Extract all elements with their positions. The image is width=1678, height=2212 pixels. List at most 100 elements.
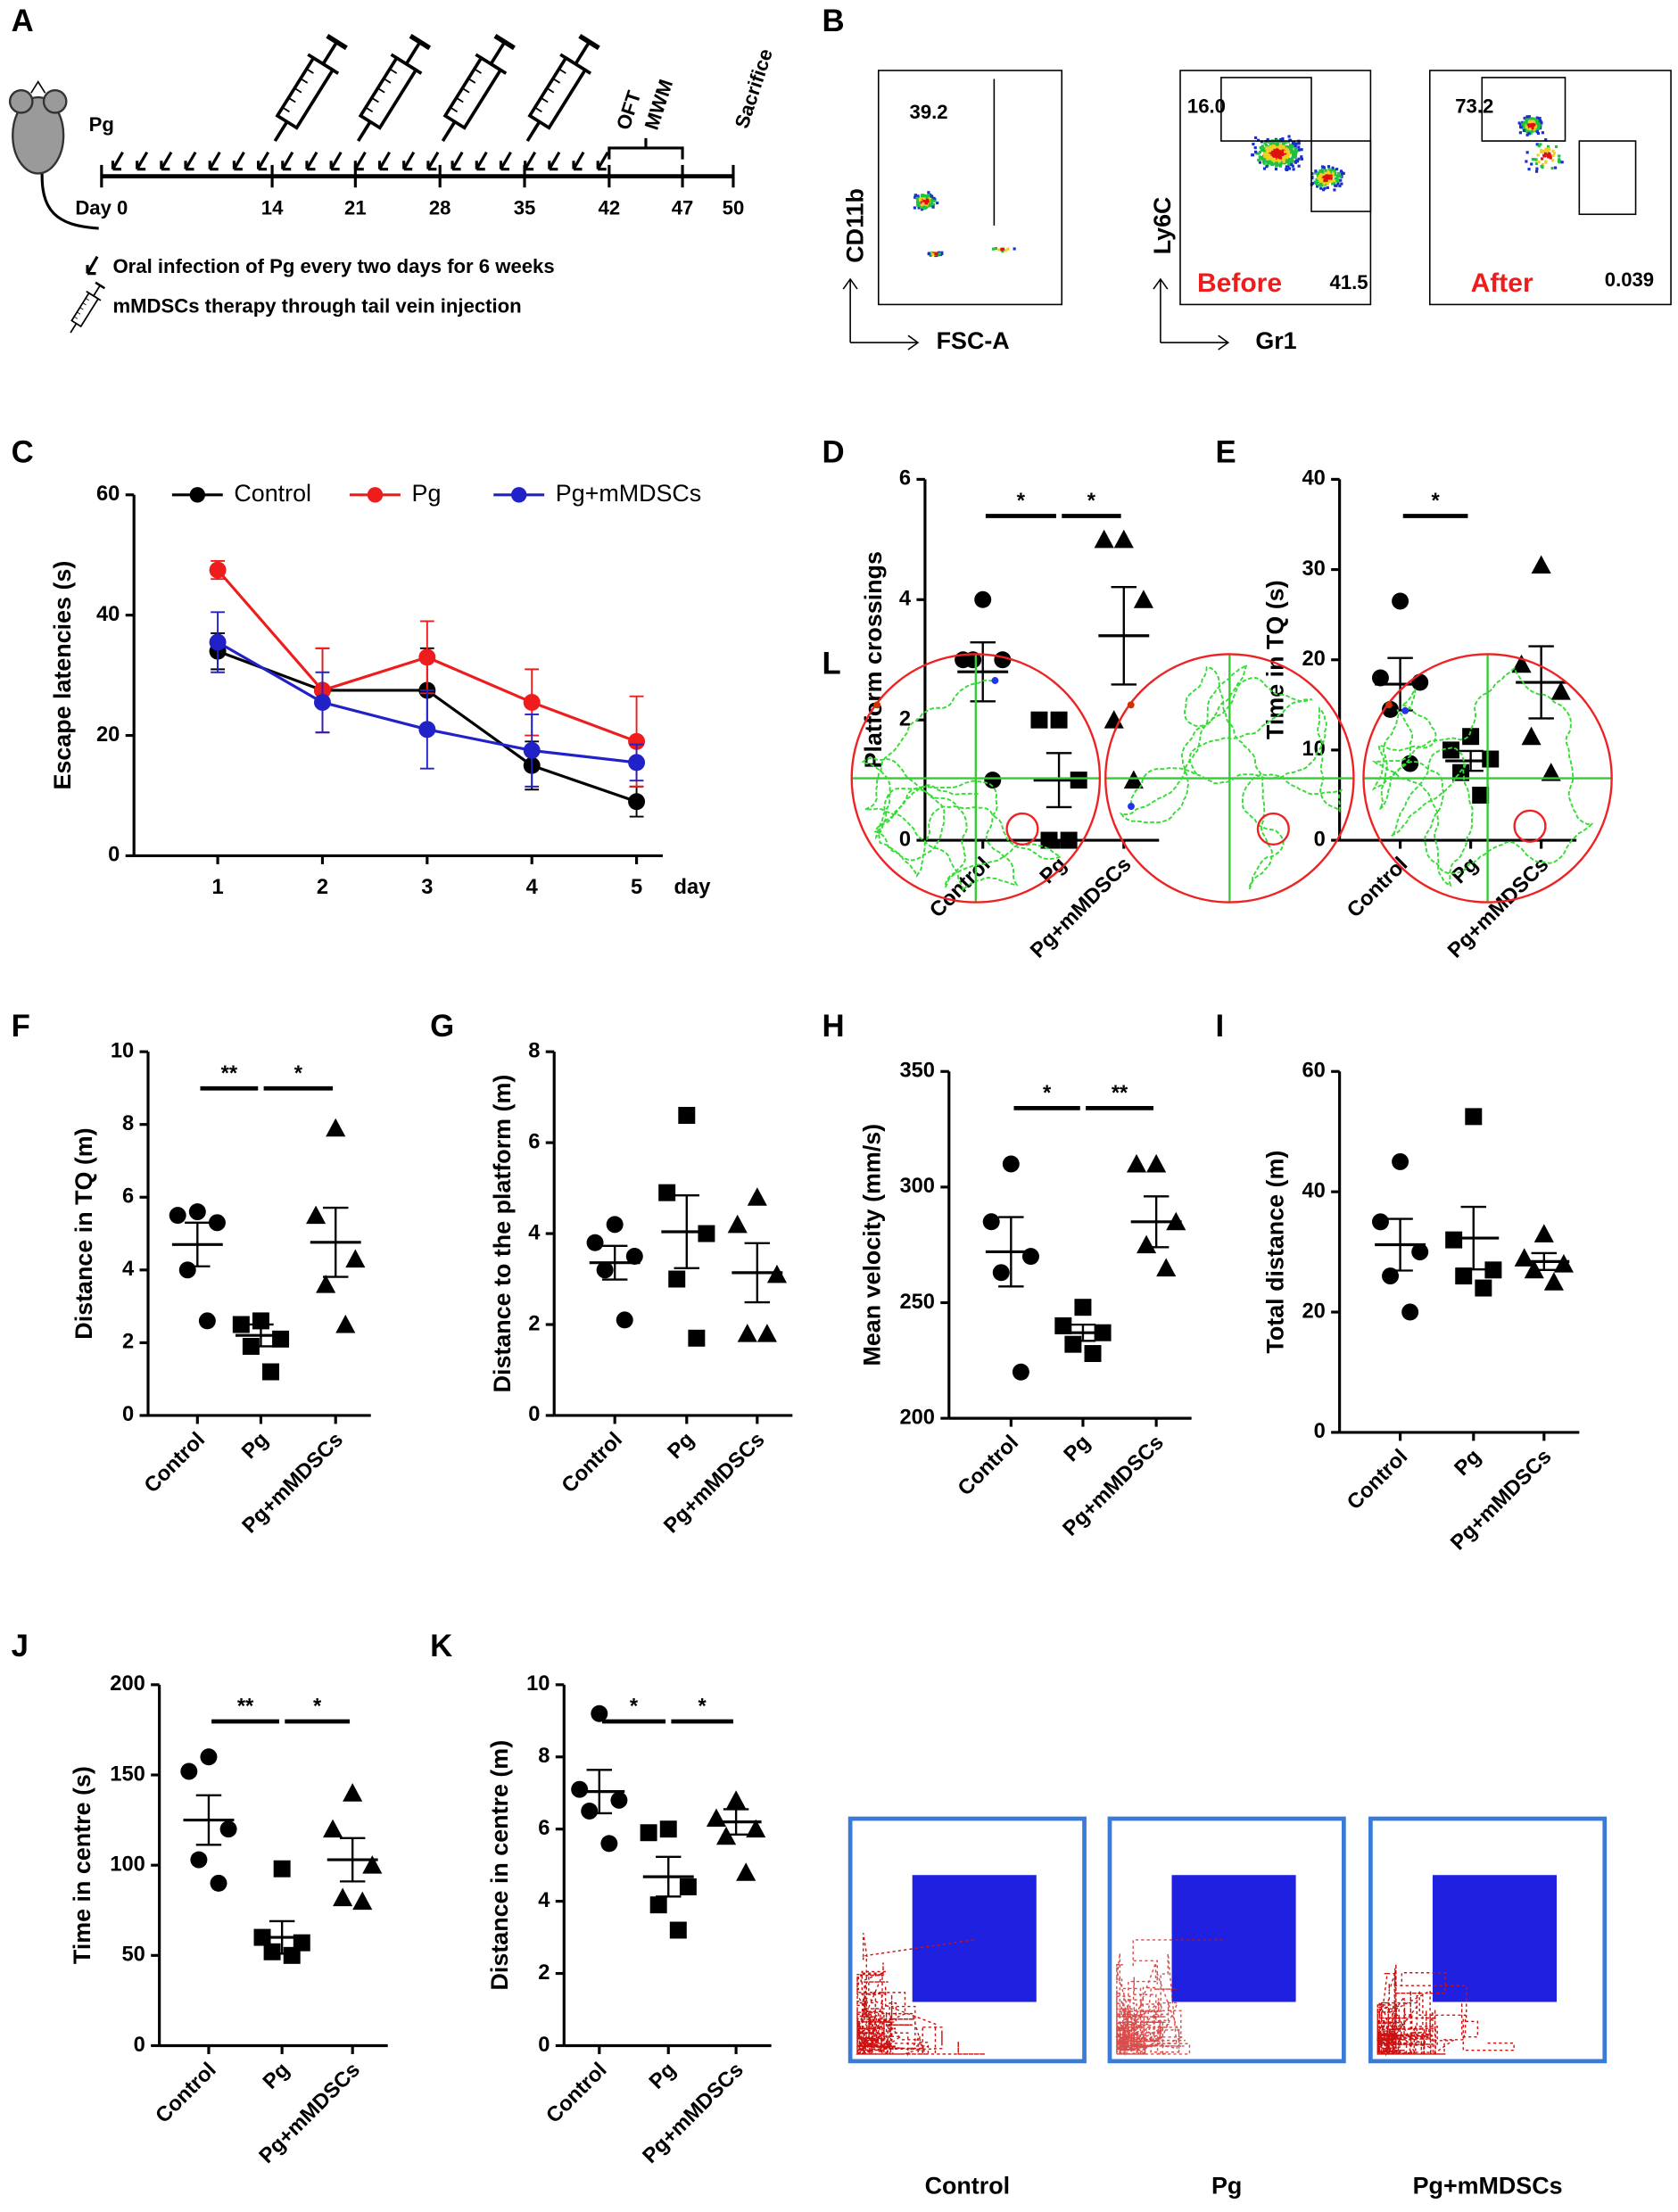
event-dot — [1272, 144, 1276, 147]
event-dot — [1278, 156, 1283, 160]
x-axis-label: day — [674, 876, 712, 899]
event-dot — [913, 206, 916, 210]
facs-frame — [877, 70, 1063, 306]
data-point — [1371, 1213, 1389, 1231]
syringe — [273, 34, 348, 143]
event-dot — [1533, 125, 1537, 128]
event-dot — [1294, 152, 1298, 155]
event-dot — [1327, 165, 1331, 169]
infection-arrow — [208, 151, 221, 171]
event-dot — [1253, 136, 1258, 140]
data-point — [628, 793, 646, 811]
data-point — [640, 1824, 657, 1842]
event-dot — [1547, 147, 1550, 152]
event-dot — [921, 208, 924, 211]
barrel-mark — [467, 78, 476, 84]
data-point — [1040, 831, 1058, 849]
event-dot — [1272, 151, 1276, 154]
event-dot — [1290, 158, 1294, 161]
event-dot — [1259, 155, 1262, 159]
event-dot — [1533, 117, 1536, 120]
plunger-handle — [493, 34, 516, 51]
event-dot — [1541, 165, 1544, 169]
data-point — [1472, 786, 1490, 804]
event-dot — [1001, 249, 1004, 253]
event-dot — [1284, 150, 1287, 153]
event-dot — [932, 196, 936, 200]
group-label: Pg — [1211, 2172, 1242, 2199]
event-dot — [1327, 179, 1331, 183]
error-bar — [970, 640, 996, 703]
data-point — [1442, 741, 1459, 759]
event-dot — [1292, 168, 1295, 171]
y-tick-label: 2 — [538, 1961, 550, 1985]
event-dot — [1336, 174, 1340, 178]
y-axis-label: Distance to the platform (m) — [489, 1075, 516, 1393]
event-dot — [916, 204, 921, 208]
y-tick-label: 0 — [899, 828, 911, 851]
data-point — [322, 1819, 343, 1838]
data-point — [209, 561, 227, 579]
x-tick-label: Control — [1343, 1445, 1412, 1515]
data-point — [1030, 711, 1048, 729]
event-dot — [1294, 144, 1297, 148]
axis-label: CD11b — [841, 188, 868, 263]
event-dot — [1294, 150, 1299, 153]
event-dot — [1522, 128, 1525, 132]
event-dot — [1550, 166, 1554, 170]
syringe — [525, 34, 600, 143]
event-dot — [1251, 153, 1255, 157]
data-point — [726, 1790, 747, 1809]
event-dot — [936, 202, 939, 205]
y-tick-label: 60 — [96, 483, 120, 506]
event-dot — [1264, 147, 1268, 151]
event-dot — [1546, 144, 1550, 148]
event-dot — [1528, 122, 1532, 126]
event-dot — [1531, 121, 1534, 125]
data-point — [316, 1275, 336, 1293]
significance-label: * — [1043, 1082, 1052, 1105]
event-dot — [1266, 162, 1269, 166]
event-dot — [1294, 142, 1298, 145]
data-point — [1133, 590, 1153, 608]
error-bar — [1528, 645, 1554, 720]
panel-letter: B — [822, 4, 845, 38]
event-dot — [1533, 120, 1536, 124]
platform — [1513, 809, 1547, 843]
data-point — [1074, 1299, 1092, 1316]
data-point — [272, 1330, 290, 1348]
error-bar — [601, 1244, 628, 1281]
needle — [441, 120, 457, 143]
event-dot — [1270, 142, 1274, 145]
event-dot — [1287, 160, 1291, 164]
event-dot — [1297, 142, 1301, 145]
event-dot — [1290, 144, 1294, 148]
significance-label: * — [1087, 490, 1096, 513]
axis-label: Gr1 — [1255, 327, 1296, 354]
panel-letter: H — [822, 1010, 845, 1044]
data-point — [345, 1249, 366, 1268]
event-dot — [1260, 149, 1263, 153]
y-tick-label: 50 — [121, 1944, 145, 1967]
data-point — [706, 1808, 727, 1828]
y-tick-label: 20 — [1302, 648, 1325, 671]
group-label: Control — [925, 2172, 1010, 2199]
event-dot — [1252, 142, 1255, 146]
event-dot — [1554, 166, 1558, 169]
panel-letter: F — [12, 1010, 30, 1044]
event-dot — [1316, 185, 1319, 188]
barrel-mark — [371, 96, 379, 103]
data-point — [1462, 728, 1480, 746]
data-point — [343, 1783, 363, 1802]
event-dot — [931, 252, 935, 256]
event-dot — [1280, 138, 1284, 142]
infection-arrow — [450, 151, 464, 171]
event-dot — [922, 199, 926, 203]
plunger — [574, 41, 591, 65]
data-point — [1533, 1224, 1554, 1242]
event-dot — [915, 196, 919, 200]
event-dot — [1544, 161, 1548, 164]
needle — [525, 120, 541, 143]
event-dot — [1282, 160, 1285, 163]
